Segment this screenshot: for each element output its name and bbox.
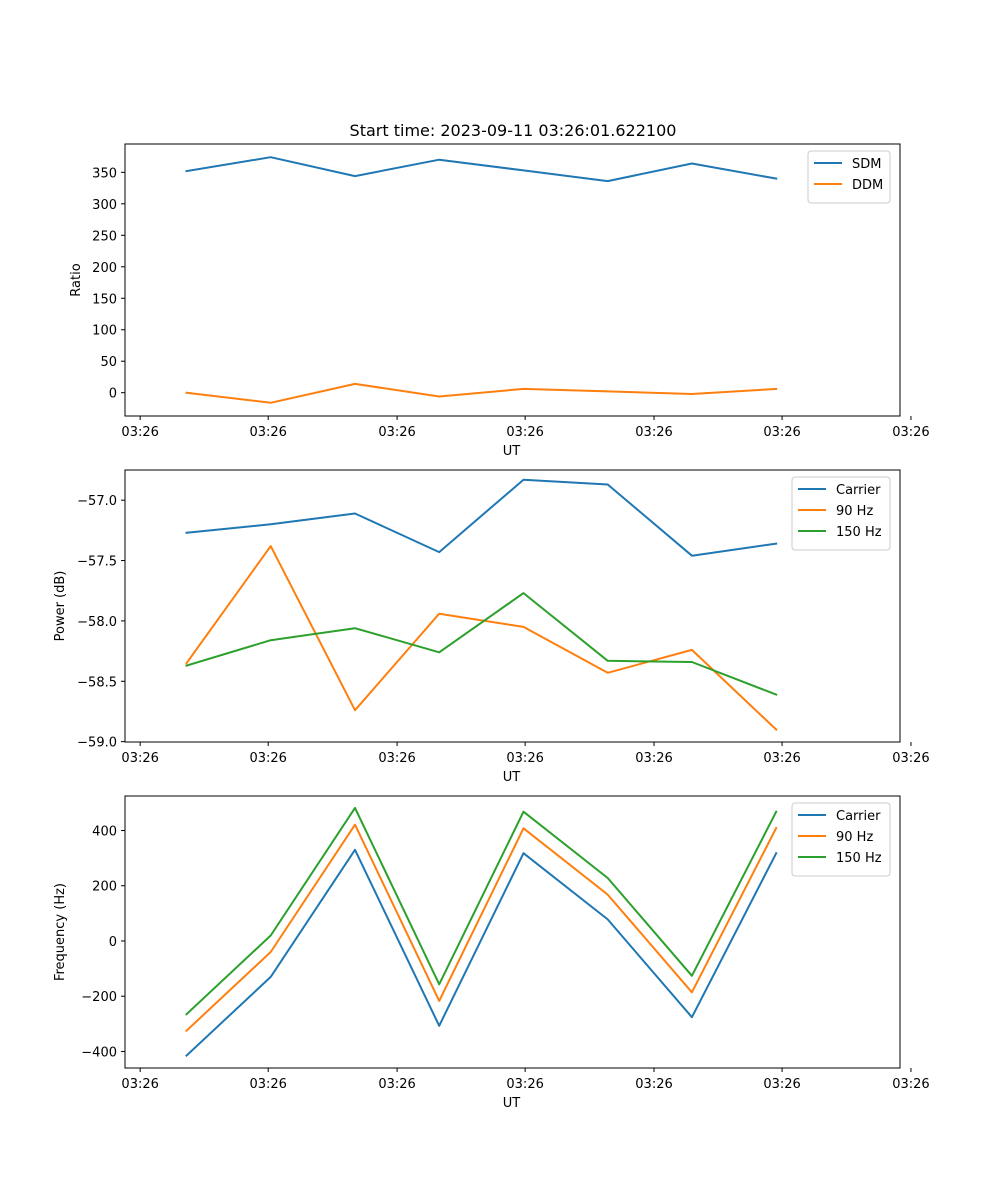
frequency-legend-label: 150 Hz [836, 851, 882, 866]
ratio-x-tick-label: 03:26 [249, 425, 286, 440]
frequency-panel: 03:26 03:26 03:26 03:26 03:26 03:26 03:26 −400 −… [53, 795, 930, 1111]
power-legend-label: Carrier [836, 483, 881, 498]
ratio-x-tick-label: 03:26 [506, 425, 543, 440]
ratio-x-tick-label: 03:26 [635, 425, 672, 440]
frequency-legend-label: Carrier [836, 809, 881, 824]
ratio-y-tick-label: 200 [92, 261, 117, 276]
power-x-tick-label: 03:26 [249, 751, 286, 766]
ratio-y-tick-label: 150 [92, 292, 117, 307]
power-x-tick-label: 03:26 [892, 751, 929, 766]
frequency-y-tick-label: −200 [81, 990, 117, 1005]
ratio-y-axis-label: Ratio [69, 263, 84, 296]
power-legend: Carrier 90 Hz 150 Hz [791, 476, 891, 551]
power-series-90-hz [185, 545, 778, 732]
ratio-series-sdm [185, 156, 778, 183]
ratio-x-axis-label: UT [503, 444, 521, 459]
ratio-y-tick-label: 350 [92, 166, 117, 181]
frequency-y-tick-label: 200 [92, 880, 117, 895]
frequency-x-tick-label: 03:26 [378, 1077, 415, 1092]
power-y-tick-label: −57.5 [77, 555, 117, 570]
ratio-y-tick-label: 250 [92, 229, 117, 244]
frequency-x-axis-label: UT [503, 1096, 521, 1111]
power-panel: 03:26 03:26 03:26 03:26 03:26 03:26 03:26 −59.0… [53, 469, 930, 785]
power-y-axis-label: Power (dB) [53, 571, 68, 642]
power-y-tick-label: −59.0 [77, 736, 117, 751]
frequency-x-tick-label: 03:26 [635, 1077, 672, 1092]
frequency-x-tick-label: 03:26 [763, 1077, 800, 1092]
power-series-150-hz [185, 592, 778, 696]
ratio-x-tick-label: 03:26 [378, 425, 415, 440]
ratio-series-ddm [185, 382, 778, 404]
power-x-tick-label: 03:26 [121, 751, 158, 766]
power-x-tick-label: 03:26 [763, 751, 800, 766]
ratio-axes-frame [124, 143, 901, 417]
frequency-x-tick-label: 03:26 [121, 1077, 158, 1092]
ratio-legend-label: DDM [852, 178, 883, 193]
ratio-y-tick-label: 100 [92, 324, 117, 339]
frequency-series-carrier [185, 848, 778, 1058]
ratio-legend-label: SDM [852, 157, 881, 172]
power-y-tick-label: −58.0 [77, 615, 117, 630]
power-series-carrier [185, 478, 778, 557]
power-x-tick-label: 03:26 [506, 751, 543, 766]
frequency-x-tick-label: 03:26 [892, 1077, 929, 1092]
ratio-x-tick-label: 03:26 [892, 425, 929, 440]
ratio-x-tick-label: 03:26 [121, 425, 158, 440]
power-x-tick-label: 03:26 [635, 751, 672, 766]
chart-title: Start time: 2023-09-11 03:26:01.622100 [350, 121, 677, 140]
power-legend-label: 150 Hz [836, 525, 882, 540]
ratio-legend: SDM DDM [807, 150, 891, 204]
frequency-y-tick-label: 0 [109, 935, 117, 950]
frequency-axes-frame [124, 795, 901, 1069]
frequency-y-tick-label: −400 [81, 1045, 117, 1060]
frequency-legend: Carrier 90 Hz 150 Hz [791, 802, 891, 877]
power-x-axis-label: UT [503, 770, 521, 785]
frequency-x-tick-label: 03:26 [249, 1077, 286, 1092]
frequency-legend-label: 90 Hz [836, 830, 873, 845]
power-axes-frame [124, 469, 901, 743]
power-y-tick-label: −57.0 [77, 494, 117, 509]
power-y-tick-label: −58.5 [77, 675, 117, 690]
frequency-series-150-hz [185, 806, 778, 1016]
ratio-y-tick-label: 50 [100, 355, 117, 370]
power-legend-label: 90 Hz [836, 504, 873, 519]
ratio-x-tick-label: 03:26 [763, 425, 800, 440]
ratio-y-tick-label: 300 [92, 198, 117, 213]
ratio-panel: 03:26 03:26 03:26 03:26 03:26 03:26 03:26 0 50 10… [69, 143, 930, 459]
power-x-tick-label: 03:26 [378, 751, 415, 766]
frequency-x-tick-label: 03:26 [506, 1077, 543, 1092]
ratio-y-tick-label: 0 [109, 387, 117, 402]
frequency-y-tick-label: 400 [92, 825, 117, 840]
frequency-series-90-hz [185, 823, 778, 1033]
frequency-y-axis-label: Frequency (Hz) [53, 883, 68, 981]
